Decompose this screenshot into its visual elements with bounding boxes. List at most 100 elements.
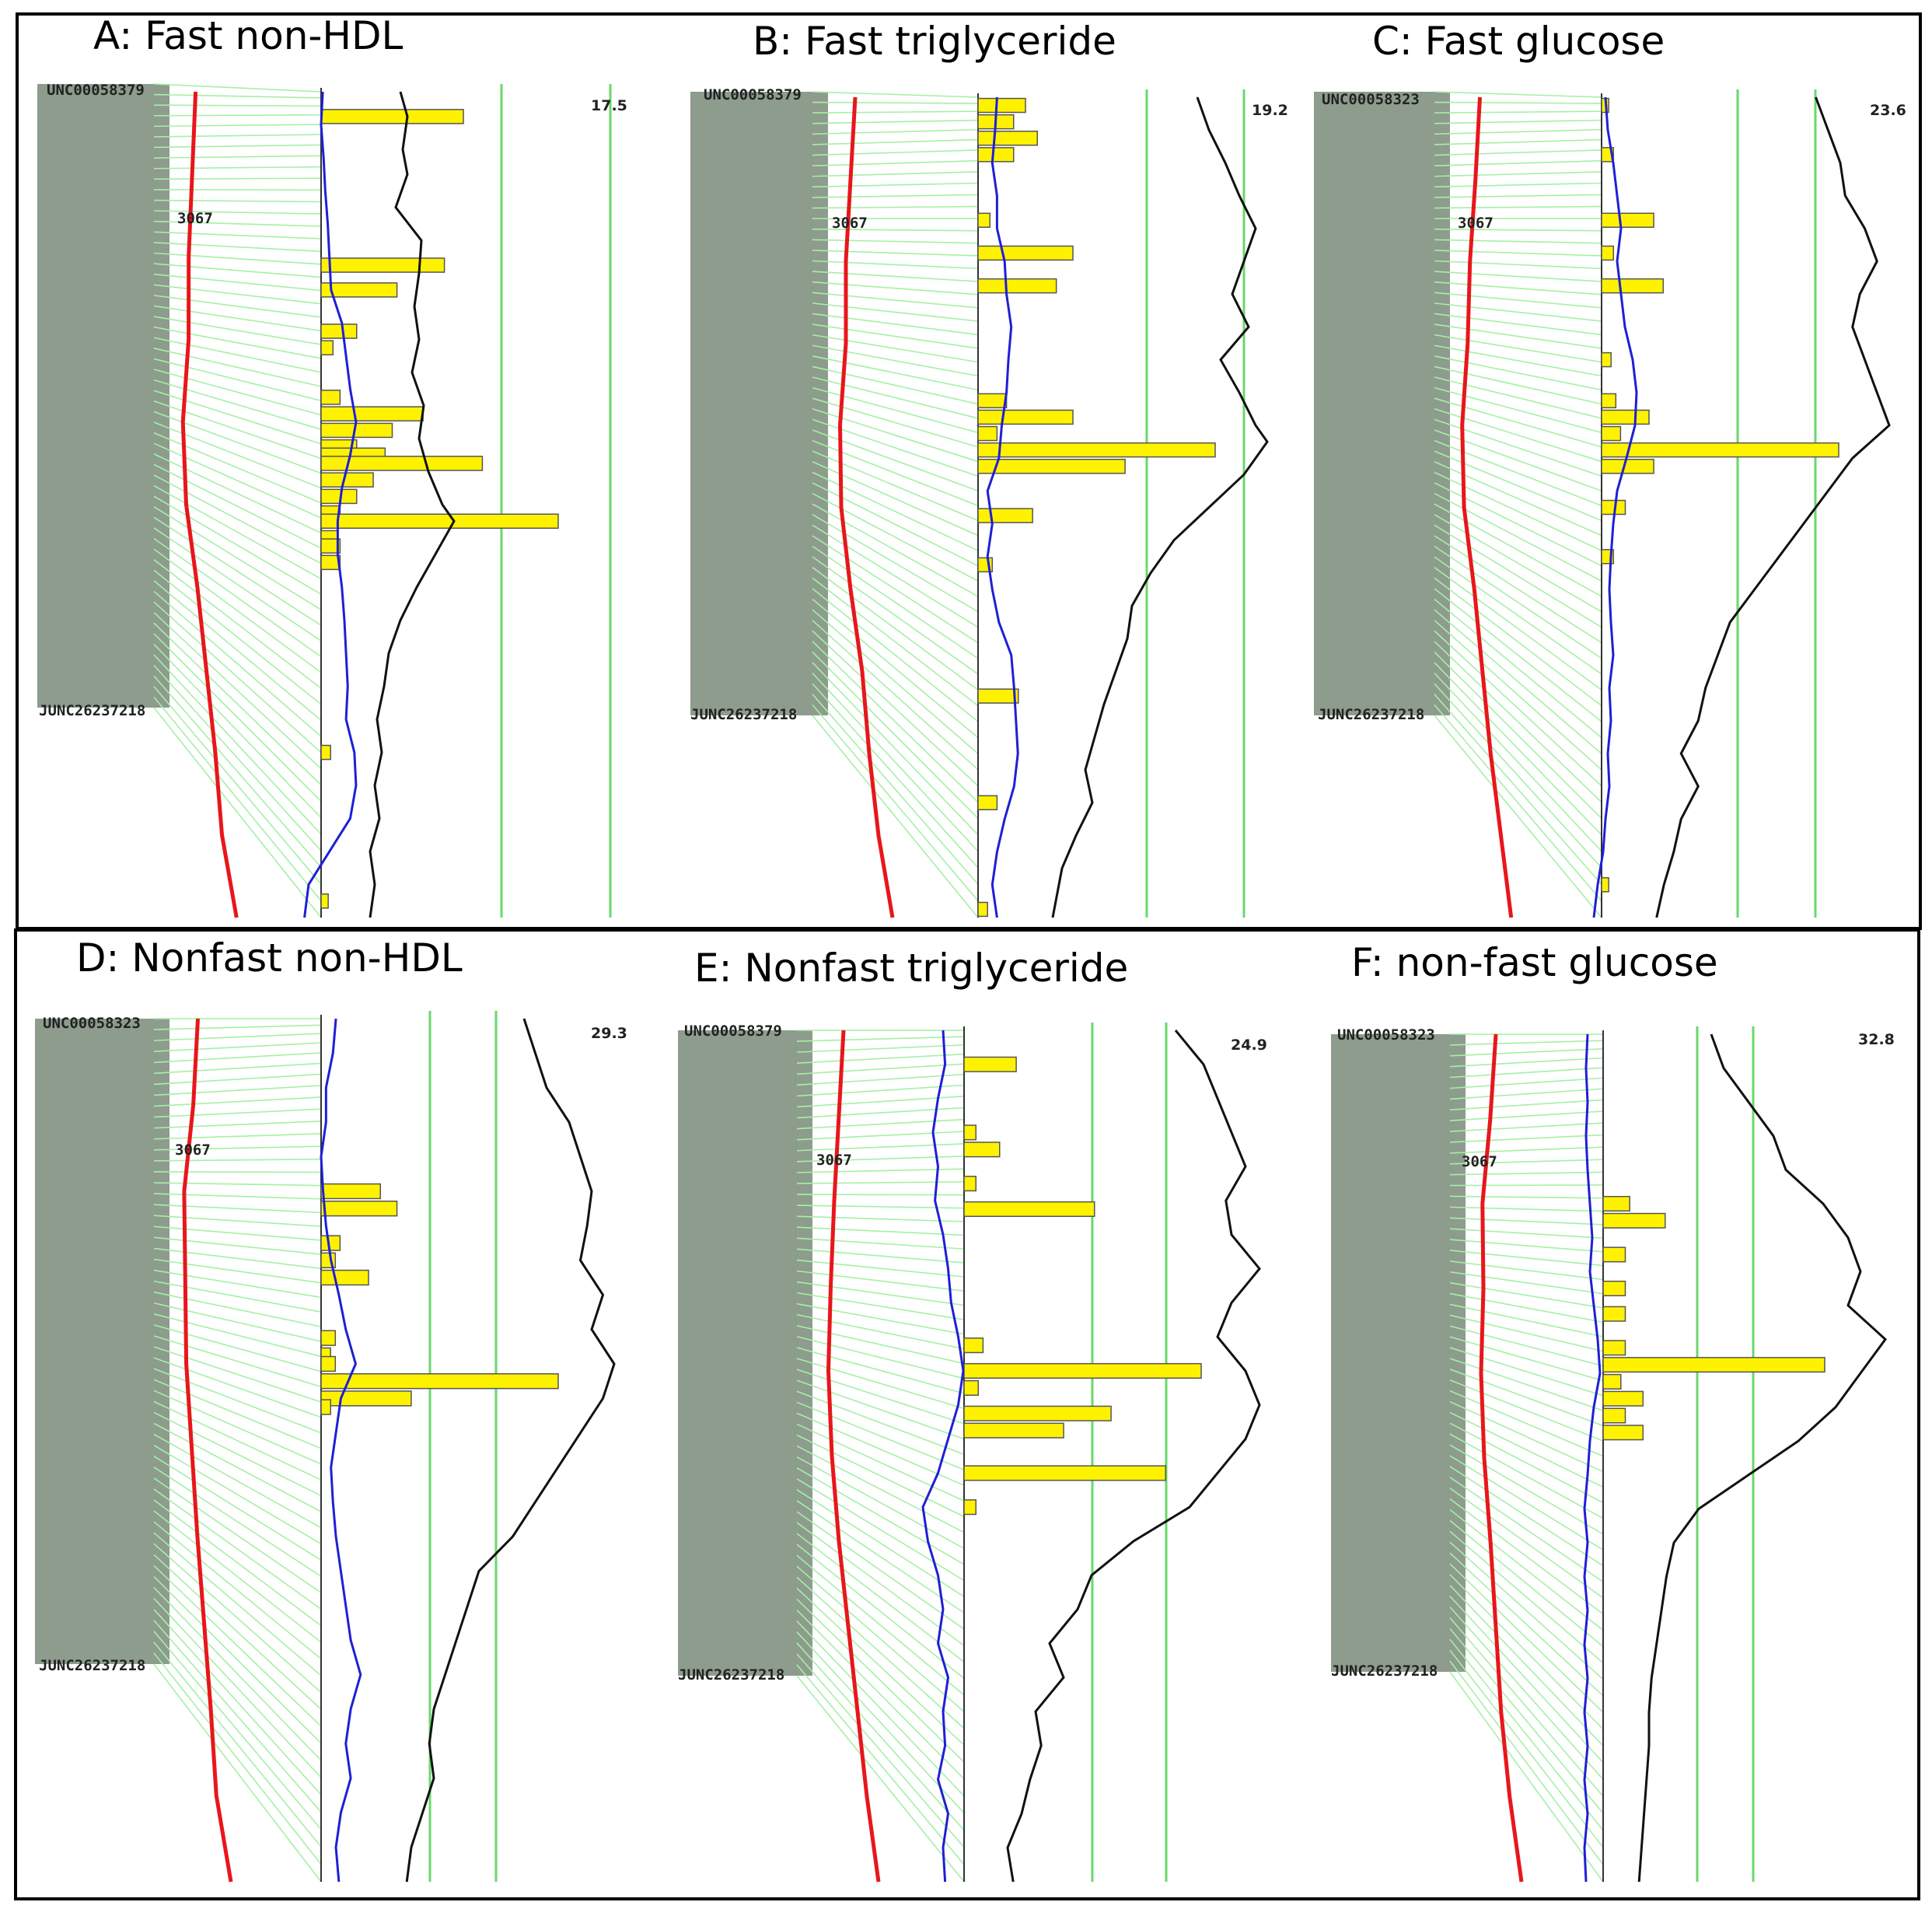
panel-a-bar [320,282,398,298]
connector-line [153,1158,322,1162]
connector-line [153,1521,322,1660]
connector-line [1434,577,1602,707]
connector-line [1434,292,1602,309]
connector-line [153,1554,322,1710]
connector-line [153,1357,322,1418]
connector-line [1449,1336,1604,1382]
panel-b-bar [977,212,990,228]
connector-line [796,1664,965,1865]
connector-line [1449,1292,1604,1323]
connector-line [153,1499,322,1627]
panel-d-black-line [405,1018,616,1883]
connector-line [153,696,322,901]
connector-line [1449,1122,1604,1132]
connector-line [1449,1498,1604,1615]
connector-line [153,1133,322,1140]
connector-line [1434,651,1602,820]
panel-d-marker-mid: 3067 [175,1142,211,1159]
connector-line [153,1024,322,1030]
connector-line [812,503,979,597]
connector-line [153,1631,322,1830]
panel-e-bar [963,1405,1112,1421]
connector-line [153,134,322,138]
connector-line [1449,1574,1604,1730]
connector-line [1449,1110,1604,1121]
connector-line [1449,1217,1604,1225]
connector-line [812,110,979,114]
connector-line [153,1444,322,1545]
connector-line [153,612,322,770]
connector-line [1449,1088,1604,1100]
connector-line [796,1347,965,1394]
panel-a-marker-mid: 3067 [177,210,213,227]
panel-e-connectors [796,1030,965,1883]
connector-line [1449,1184,1604,1187]
connector-line [1449,1171,1604,1176]
panel-a-marker-block [37,84,169,708]
connector-line [796,1143,965,1152]
connector-line [812,323,979,349]
panel-b-bar [977,508,1033,523]
connector-line [153,1652,322,1865]
connector-line [796,1281,965,1306]
connector-line [812,662,979,836]
connector-line [153,1532,322,1676]
connector-line [153,484,322,580]
connector-line [1449,1638,1604,1831]
connector-line [153,1620,322,1813]
panel-c-plot [1314,89,1891,918]
connector-line [1449,1077,1604,1089]
connector-line [153,295,322,318]
panel-f-bar [1602,1373,1622,1390]
connector-line [153,358,322,402]
connector-line [796,1096,965,1108]
connector-line [153,284,322,305]
connector-line [812,673,979,852]
connector-line [812,630,979,787]
connector-line [153,474,322,565]
connector-line [153,1477,322,1593]
connector-line [812,182,979,188]
panel-e-marker-block [678,1030,812,1676]
connector-line [812,159,979,166]
panel-a-bar [320,323,358,339]
connector-line [1449,1314,1604,1352]
connector-line [812,271,979,282]
panel-b-marker-top: UNC00058379 [704,86,802,103]
connector-line [153,432,322,504]
panel-d-plot [35,1011,616,1883]
connector-line [796,1544,965,1680]
connector-line [796,1653,965,1848]
connector-line [153,590,322,737]
connector-line [153,1052,322,1064]
connector-line [796,1401,965,1470]
panel-e: E: Nonfast triglyceride 24.9 UNC00058379… [678,946,1267,1883]
connector-line [153,1171,322,1173]
marker-block-fill [678,1030,812,1676]
connector-line [812,715,979,918]
connector-line [1449,1400,1604,1473]
panel-b-bar [977,901,988,918]
panel-a-bar [320,257,445,273]
connector-line [153,1302,322,1342]
panel-b-bar [977,688,1019,704]
panel-f-black-line [1637,1033,1888,1883]
connector-line [812,514,979,613]
connector-line [153,527,322,642]
panel-a-bar [320,390,341,405]
connector-line [153,305,322,332]
connector-line [796,1379,965,1440]
connector-line [812,313,979,336]
panel-f-bar [1602,1280,1626,1297]
connector-line [153,622,322,786]
panel-b-bar [977,278,1057,294]
panel-e-bar [963,1499,976,1516]
connector-line [812,239,979,244]
connector-line [1449,1519,1604,1648]
panel-b-black-line [1051,96,1269,918]
connector-line [153,1575,322,1744]
panel-e-bar [963,1422,1064,1439]
connector-line [1434,662,1602,836]
connector-line [796,1259,965,1278]
